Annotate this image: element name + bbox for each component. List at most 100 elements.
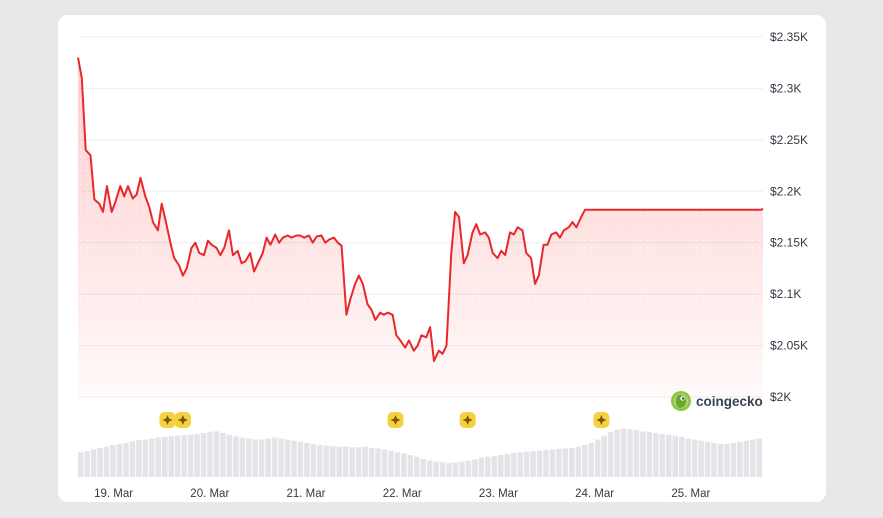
x-tick-label: 25. Mar bbox=[671, 488, 710, 500]
y-tick-label: $2.05K bbox=[770, 339, 808, 353]
volume-bar bbox=[187, 434, 194, 477]
volume-bar bbox=[562, 448, 569, 477]
volume-bar bbox=[556, 448, 562, 477]
volume-bar bbox=[97, 447, 103, 477]
volume-bar bbox=[258, 439, 265, 477]
y-tick-label: $2.1K bbox=[770, 287, 801, 301]
volume-bar bbox=[491, 456, 498, 477]
x-tick-label: 19. Mar bbox=[94, 488, 133, 500]
volume-bar bbox=[640, 431, 646, 477]
chart-card: $2K $2.05K $2.1K $2.15K $2.2K $2.25K $2.3K $2.3… bbox=[58, 15, 826, 502]
x-tick-label: 23. Mar bbox=[479, 488, 518, 500]
volume-bar bbox=[401, 453, 407, 477]
volume-bar bbox=[252, 439, 258, 477]
y-tick-label: $2.3K bbox=[770, 81, 801, 95]
volume-bar bbox=[498, 455, 504, 477]
volume-bar bbox=[129, 441, 136, 477]
volume-bar bbox=[304, 442, 310, 477]
volume-bar bbox=[246, 438, 252, 477]
coingecko-gecko-icon bbox=[671, 391, 691, 411]
volume-bar bbox=[666, 434, 672, 477]
y-tick-label: $2.35K bbox=[770, 30, 808, 44]
volume-bar bbox=[433, 461, 439, 477]
volume-bar bbox=[756, 438, 762, 477]
volume-bar bbox=[291, 440, 297, 477]
volume-bar bbox=[420, 458, 426, 477]
volume-bar bbox=[446, 463, 452, 477]
volume-bar bbox=[750, 439, 756, 477]
volume-bar bbox=[407, 455, 414, 477]
x-tick-label: 20. Mar bbox=[190, 488, 229, 500]
volume-bar bbox=[239, 437, 246, 477]
x-tick-label: 22. Mar bbox=[383, 488, 422, 500]
volume-bar bbox=[426, 460, 433, 477]
volume-bar bbox=[543, 450, 549, 477]
sparkle-icon bbox=[462, 415, 473, 425]
event-marker bbox=[174, 412, 191, 428]
volume-bar bbox=[743, 440, 750, 477]
sparkle-icon bbox=[177, 415, 188, 425]
volume-bar bbox=[271, 437, 278, 477]
volume-bar bbox=[614, 429, 620, 477]
volume-bar bbox=[685, 438, 691, 477]
volume-bar bbox=[633, 430, 640, 477]
coingecko-logo: coingecko bbox=[671, 391, 763, 411]
volume-bar bbox=[375, 448, 381, 477]
volume-bar bbox=[233, 436, 239, 477]
volume-bar bbox=[698, 440, 704, 477]
volume-bar bbox=[297, 441, 304, 477]
volume-bar bbox=[116, 444, 123, 477]
volume-bar bbox=[485, 456, 491, 477]
volume-bar bbox=[691, 439, 698, 477]
volume-bar bbox=[536, 450, 543, 477]
volume-bar bbox=[517, 452, 523, 477]
y-axis: $2K $2.05K $2.1K $2.15K $2.2K $2.25K $2.3K $2.3… bbox=[770, 30, 808, 404]
volume-bar bbox=[194, 434, 200, 477]
volume-bar bbox=[84, 451, 90, 477]
y-tick-label: $2.2K bbox=[770, 184, 801, 198]
volume-bar bbox=[136, 440, 142, 477]
volume-bar bbox=[653, 433, 659, 477]
volume-bar bbox=[103, 446, 110, 477]
volume-bar bbox=[220, 433, 226, 477]
event-marker bbox=[159, 412, 176, 428]
event-marker bbox=[387, 412, 404, 428]
series-line bbox=[77, 57, 764, 362]
volume-bar bbox=[323, 445, 330, 477]
sparkle-icon bbox=[162, 415, 173, 425]
volume-bar bbox=[368, 447, 375, 477]
price-chart: $2K $2.05K $2.1K $2.15K $2.2K $2.25K $2.3K $2.3… bbox=[77, 30, 808, 500]
volume-bar bbox=[582, 445, 588, 477]
volume-bar bbox=[627, 429, 633, 477]
volume-bar bbox=[310, 444, 317, 477]
volume-bar bbox=[472, 459, 478, 477]
sparkle-icon bbox=[596, 415, 607, 425]
volume-bar bbox=[575, 446, 582, 477]
volume-bar bbox=[149, 438, 155, 477]
volume-bar bbox=[737, 441, 743, 477]
event-marker bbox=[459, 412, 476, 428]
volume-bar bbox=[78, 452, 84, 477]
volume-bar bbox=[226, 434, 233, 477]
volume-bar bbox=[90, 449, 97, 477]
volume-bar bbox=[155, 437, 162, 477]
x-tick-label: 24. Mar bbox=[575, 488, 614, 500]
price-area bbox=[78, 57, 763, 397]
volume-bar bbox=[523, 451, 530, 477]
volume-bar bbox=[414, 456, 420, 477]
volume-bar bbox=[459, 461, 465, 477]
volume-bar bbox=[452, 462, 459, 477]
volume-bar bbox=[730, 442, 737, 477]
volume-bar bbox=[711, 442, 717, 477]
volume-bar bbox=[549, 449, 556, 477]
volume-bar bbox=[510, 452, 517, 477]
sparkle-icon bbox=[390, 415, 401, 425]
volume-bar bbox=[504, 453, 510, 477]
volume-bars bbox=[78, 428, 762, 477]
volume-bar bbox=[168, 436, 174, 477]
x-tick-label: 21. Mar bbox=[287, 488, 326, 500]
volume-bar bbox=[349, 447, 355, 477]
brand-name: coingecko bbox=[696, 394, 763, 409]
volume-bar bbox=[174, 435, 181, 477]
volume-bar bbox=[724, 444, 730, 477]
